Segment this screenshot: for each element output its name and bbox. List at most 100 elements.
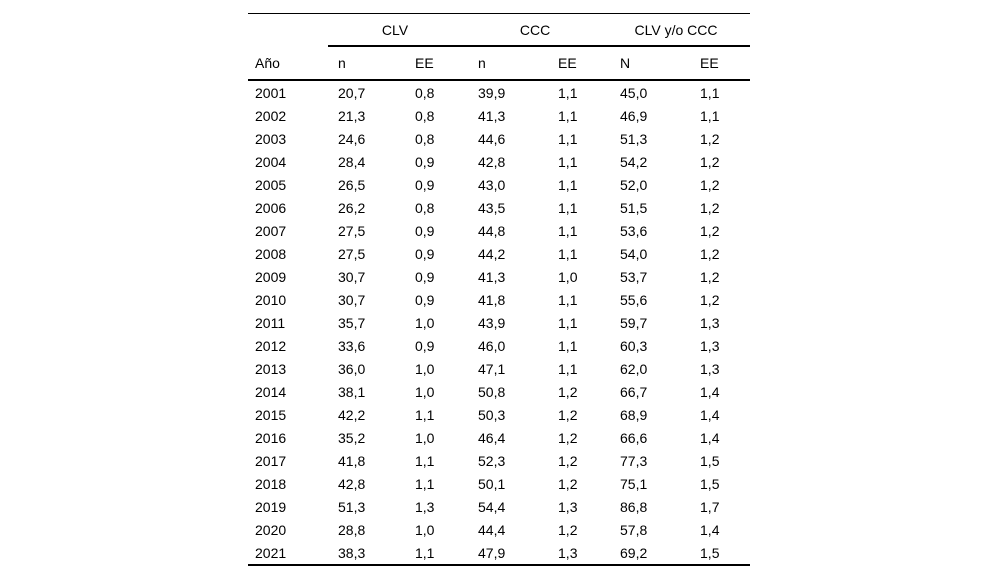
value-cell: 1,1 <box>558 314 578 331</box>
value-cell: 1,3 <box>700 337 720 354</box>
value-cell: 1,2 <box>700 245 720 262</box>
value-cell: 1,1 <box>558 222 578 239</box>
table-row: 2017 41,8 1,1 52,3 1,2 77,3 1,5 <box>248 449 750 472</box>
value-cell: 66,6 <box>620 429 648 446</box>
value-cell: 1,7 <box>700 498 720 515</box>
value-cell: 1,2 <box>558 521 578 538</box>
value-cell: 51,5 <box>620 199 648 216</box>
value-cell: 33,6 <box>338 337 366 354</box>
value-cell: 1,1 <box>558 153 578 170</box>
col-header-ccc-ee: EE <box>558 46 621 81</box>
value-cell: 0,8 <box>415 130 435 147</box>
value-cell: 1,4 <box>700 406 720 423</box>
group-header-clv: CLV <box>328 13 479 47</box>
table-row: 2020 28,8 1,0 44,4 1,2 57,8 1,4 <box>248 518 750 541</box>
value-cell: 1,2 <box>558 406 578 423</box>
table-row: 2002 21,3 0,8 41,3 1,1 46,9 1,1 <box>248 104 750 127</box>
year-cell: 2010 <box>255 291 287 308</box>
year-cell: 2011 <box>255 314 286 331</box>
value-cell: 1,2 <box>558 383 578 400</box>
value-cell: 1,5 <box>700 544 720 561</box>
value-cell: 1,0 <box>415 360 435 377</box>
year-cell: 2012 <box>255 337 287 354</box>
value-cell: 44,4 <box>478 521 506 538</box>
value-cell: 46,4 <box>478 429 506 446</box>
value-cell: 54,0 <box>620 245 648 262</box>
value-cell: 47,9 <box>478 544 506 561</box>
value-cell: 1,2 <box>558 452 578 469</box>
value-cell: 51,3 <box>620 130 648 147</box>
value-cell: 38,1 <box>338 383 366 400</box>
value-cell: 41,8 <box>338 452 366 469</box>
value-cell: 1,0 <box>415 521 435 538</box>
value-cell: 51,3 <box>338 498 366 515</box>
table-row: 2019 51,3 1,3 54,4 1,3 86,8 1,7 <box>248 495 750 518</box>
value-cell: 60,3 <box>620 337 648 354</box>
value-cell: 0,9 <box>415 176 435 193</box>
col-header-ano: Año <box>248 46 328 81</box>
value-cell: 46,0 <box>478 337 506 354</box>
value-cell: 53,6 <box>620 222 648 239</box>
table-row: 2021 38,3 1,1 47,9 1,3 69,2 1,5 <box>248 541 750 565</box>
value-cell: 46,9 <box>620 107 648 124</box>
value-cell: 1,1 <box>700 107 720 124</box>
value-cell: 1,1 <box>558 360 578 377</box>
table-row: 2004 28,4 0,9 42,8 1,1 54,2 1,2 <box>248 150 750 173</box>
value-cell: 1,1 <box>700 84 720 101</box>
value-cell: 53,7 <box>620 268 648 285</box>
year-cell: 2017 <box>255 452 287 469</box>
value-cell: 50,8 <box>478 383 506 400</box>
year-cell: 2016 <box>255 429 287 446</box>
value-cell: 1,4 <box>700 521 720 538</box>
value-cell: 24,6 <box>338 130 366 147</box>
value-cell: 30,7 <box>338 291 366 308</box>
value-cell: 52,0 <box>620 176 648 193</box>
value-cell: 1,2 <box>700 153 720 170</box>
value-cell: 1,4 <box>700 383 720 400</box>
value-cell: 77,3 <box>620 452 648 469</box>
group-header-clv-yo-ccc: CLV y/o CCC <box>620 13 751 47</box>
year-cell: 2007 <box>255 222 287 239</box>
value-cell: 1,1 <box>558 291 578 308</box>
value-cell: 1,3 <box>558 498 578 515</box>
value-cell: 50,1 <box>478 475 506 492</box>
value-cell: 69,2 <box>620 544 648 561</box>
value-cell: 86,8 <box>620 498 648 515</box>
value-cell: 28,8 <box>338 521 366 538</box>
table-row: 2015 42,2 1,1 50,3 1,2 68,9 1,4 <box>248 403 750 426</box>
table-row: 2008 27,5 0,9 44,2 1,1 54,0 1,2 <box>248 242 750 265</box>
value-cell: 39,9 <box>478 84 506 101</box>
year-cell: 2014 <box>255 383 287 400</box>
value-cell: 44,6 <box>478 130 506 147</box>
value-cell: 28,4 <box>338 153 366 170</box>
value-cell: 42,2 <box>338 406 366 423</box>
year-cell: 2002 <box>255 107 287 124</box>
value-cell: 27,5 <box>338 222 366 239</box>
table-row: 2016 35,2 1,0 46,4 1,2 66,6 1,4 <box>248 426 750 449</box>
value-cell: 0,8 <box>415 107 435 124</box>
col-header-ccc-n: n <box>478 46 559 81</box>
column-group-row: CLV CCC CLV y/o CCC <box>248 13 751 47</box>
value-cell: 0,9 <box>415 222 435 239</box>
value-cell: 0,9 <box>415 245 435 262</box>
value-cell: 44,8 <box>478 222 506 239</box>
value-cell: 47,1 <box>478 360 506 377</box>
value-cell: 0,9 <box>415 337 435 354</box>
value-cell: 57,8 <box>620 521 648 538</box>
value-cell: 43,0 <box>478 176 506 193</box>
value-cell: 1,3 <box>558 544 578 561</box>
value-cell: 42,8 <box>338 475 366 492</box>
value-cell: 26,5 <box>338 176 366 193</box>
table-row: 2018 42,8 1,1 50,1 1,2 75,1 1,5 <box>248 472 750 495</box>
value-cell: 0,9 <box>415 291 435 308</box>
year-cell: 2015 <box>255 406 287 423</box>
column-header-row: Año n EE n EE N EE <box>248 46 751 81</box>
value-cell: 38,3 <box>338 544 366 561</box>
col-header-clv-ee: EE <box>415 46 479 81</box>
table-row: 2003 24,6 0,8 44,6 1,1 51,3 1,2 <box>248 127 750 150</box>
value-cell: 1,2 <box>558 475 578 492</box>
prevalence-by-year-table: CLV CCC CLV y/o CCC Año n EE n EE N EE 2… <box>248 13 751 566</box>
value-cell: 59,7 <box>620 314 648 331</box>
value-cell: 1,1 <box>558 130 578 147</box>
